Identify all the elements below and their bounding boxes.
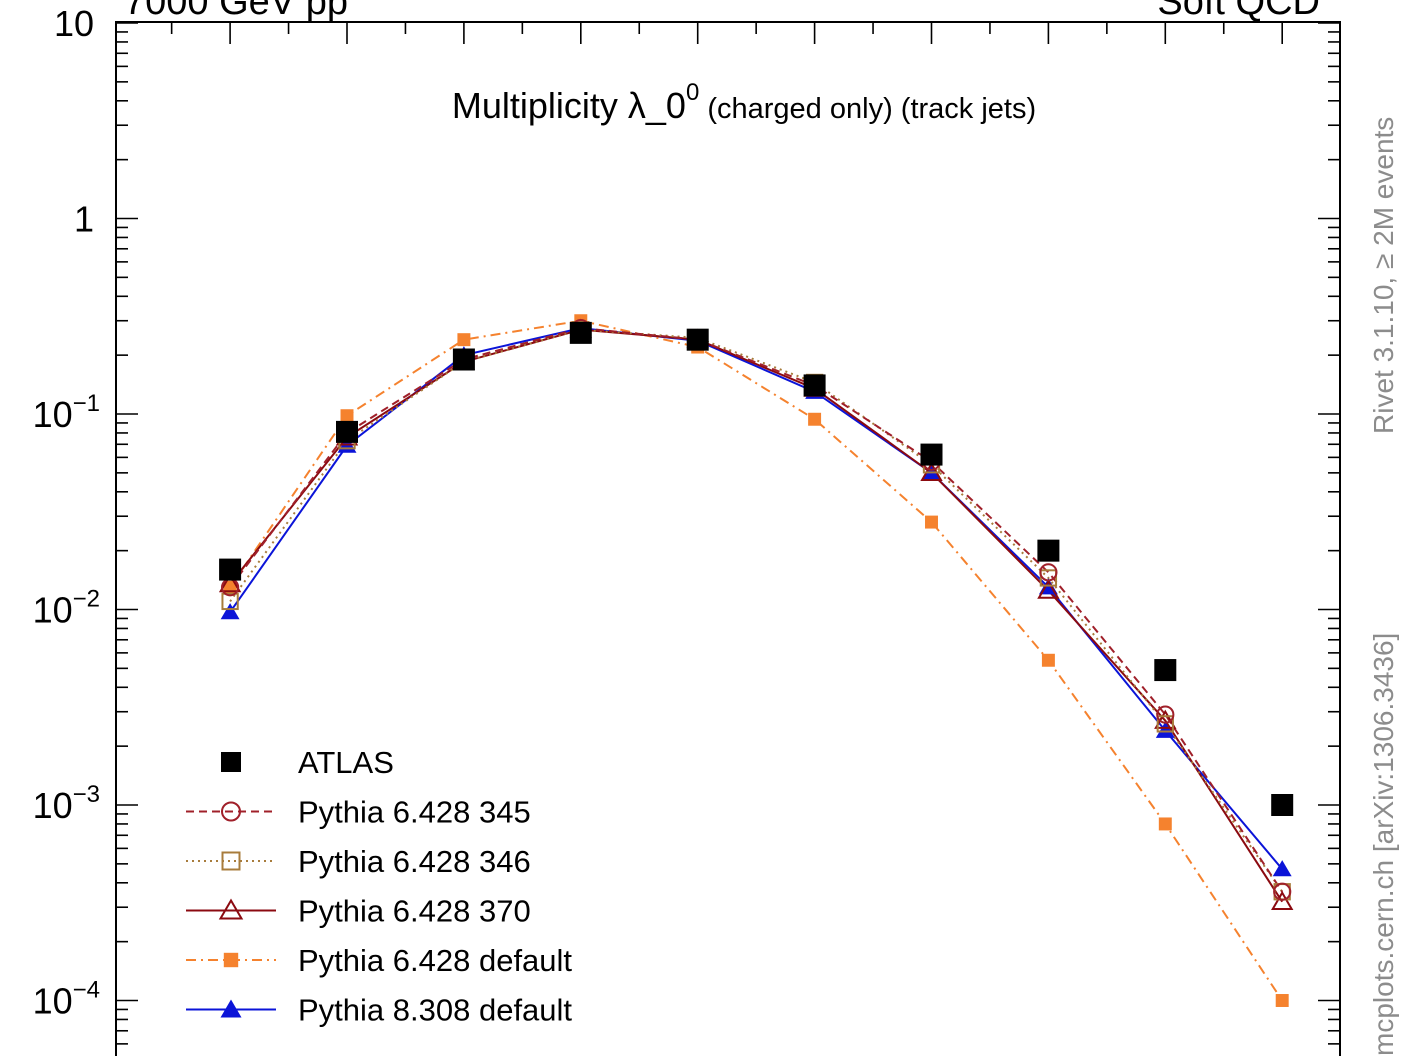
data-point [803,374,826,397]
chart-title-suffix: (charged only) (track jets) [699,93,1036,125]
legend-label: Pythia 6.428 370 [298,894,531,929]
y-tick-label: 10−2 [33,586,100,631]
data-point [1154,709,1177,729]
data-point [1037,539,1060,562]
legend-label: Pythia 6.428 345 [298,795,531,830]
legend-label: Pythia 6.428 346 [298,844,531,879]
series-markers [220,319,1292,877]
data-point [925,515,938,529]
legend-item: Pythia 6.428 370 [186,894,531,929]
header-right: Soft QCD [1157,0,1320,23]
y-tick-label: 10−4 [33,977,100,1022]
side-text-lower: mcplots.cern.ch [arXiv:1306.3436] [1368,633,1399,1056]
series-markers [219,321,1294,816]
legend-label: ATLAS [298,745,394,780]
chart-title-superscript: 0 [686,79,699,106]
series-line [229,319,1284,1002]
legend-marker [220,999,242,1018]
data-point [336,420,358,443]
data-point [569,321,592,344]
data-point [1156,715,1174,733]
y-minor-ticks [116,31,1340,1045]
plot-frame [115,21,1341,1056]
header-left: 7000 GeV pp [124,0,348,23]
data-point [457,333,471,347]
data-point [686,328,709,351]
legend-marker [221,752,241,772]
y-tick-label: 1 [74,199,94,240]
series-layer [218,314,1294,1007]
y-tick-labels: 10 1 10−1 10−2 10−3 10−4 [33,3,100,1022]
series-line [229,328,1284,903]
legend-marker [218,898,244,920]
data-point [1272,860,1292,877]
side-text-upper: Rivet 3.1.10, ≥ 2M events [1368,117,1399,434]
data-point [1156,705,1175,724]
data-point [1275,994,1289,1007]
legend-item: Pythia 8.308 default [186,993,572,1028]
data-point [221,592,239,611]
data-point [1041,653,1055,667]
data-point [808,412,822,426]
data-point [1273,882,1292,901]
series-line [229,327,1284,893]
data-point [219,558,242,581]
legend-item: Pythia 6.428 default [186,943,572,978]
y-tick-label: 10−3 [33,781,100,826]
data-point [1158,817,1172,831]
legend-label: Pythia 8.308 default [298,993,572,1028]
axis-ticks [116,22,1340,1002]
chart-title-main: Multiplicity λ_0 [452,85,686,126]
data-point [1271,794,1294,816]
legend-item: Pythia 6.428 345 [186,795,531,830]
chart-title: Multiplicity λ_00 (charged only) (track … [452,79,1036,126]
legend-marker [223,952,239,968]
data-point [218,573,242,593]
data-point [1154,659,1177,682]
legend-item: Pythia 6.428 346 [186,844,531,879]
series-line [229,327,1283,870]
legend: ATLAS Pythia 6.428 345 Pythia 6.428 346 Pyt… [186,745,572,1028]
legend-marker [221,851,241,871]
data-point [220,603,240,620]
legend-item: ATLAS [221,745,394,780]
y-tick-label: 10 [54,3,94,44]
legend-marker [221,801,241,822]
data-point [1039,569,1058,587]
data-point [1039,563,1058,582]
legend-label: Pythia 6.428 default [298,943,572,978]
data-point [452,348,475,371]
data-point [1271,890,1294,910]
y-tick-label: 10−1 [33,390,100,435]
data-point [920,443,943,466]
data-point [340,409,354,423]
data-point [1155,721,1175,738]
data-point [1037,579,1060,599]
